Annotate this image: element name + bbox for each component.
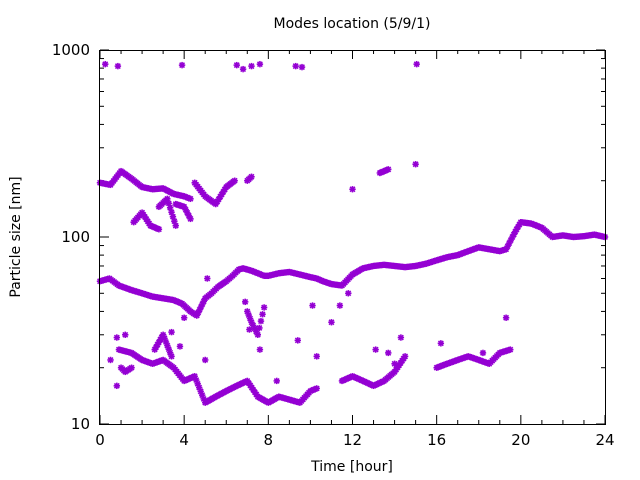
- data-point: [107, 356, 114, 364]
- data-point: [248, 173, 255, 180]
- data-point: [239, 65, 247, 73]
- data-point: [256, 324, 263, 332]
- data-point: [168, 328, 175, 336]
- data-point: [164, 195, 171, 203]
- data-point: [246, 326, 253, 333]
- data-point: [233, 61, 240, 69]
- y-axis-label: Particle size [nm]: [8, 176, 24, 297]
- y-tick-label: 1000: [52, 41, 90, 59]
- data-point: [385, 349, 392, 357]
- data-point: [113, 334, 121, 341]
- data-point: [313, 385, 320, 392]
- data-point: [397, 334, 405, 341]
- data-point: [479, 349, 487, 357]
- data-point: [241, 298, 249, 306]
- data-point: [372, 346, 379, 353]
- data-point: [292, 62, 299, 70]
- data-point: [273, 377, 280, 385]
- data-point: [202, 356, 209, 364]
- data-point: [172, 222, 179, 229]
- data-point: [298, 63, 306, 71]
- data-point: [345, 290, 352, 297]
- data-point: [180, 314, 188, 321]
- data-points: [96, 60, 609, 406]
- data-point: [204, 275, 211, 282]
- y-tick-label: 100: [61, 228, 90, 246]
- plot-frame: [99, 50, 606, 425]
- x-tick-label: 0: [95, 431, 105, 449]
- x-tick-label: 16: [427, 431, 446, 449]
- data-point: [248, 62, 255, 70]
- data-point: [309, 302, 316, 309]
- data-point: [294, 337, 301, 344]
- x-tick-label: 12: [343, 431, 362, 449]
- data-point: [168, 353, 175, 360]
- x-tick-label: 4: [179, 431, 189, 449]
- data-point: [507, 346, 514, 353]
- data-point: [178, 61, 186, 69]
- data-point: [155, 226, 163, 233]
- chart-title: Modes location (5/9/1): [274, 16, 431, 32]
- x-tick-label: 20: [511, 431, 530, 449]
- x-tick-label: 8: [264, 431, 274, 449]
- data-point: [256, 346, 264, 353]
- data-point: [391, 360, 398, 367]
- data-point: [122, 331, 129, 338]
- data-point: [231, 177, 238, 184]
- data-point: [187, 195, 194, 203]
- data-point: [260, 304, 268, 311]
- data-point: [176, 343, 184, 350]
- data-point: [349, 186, 356, 193]
- data-point: [412, 161, 419, 168]
- data-point: [413, 60, 420, 68]
- data-point: [187, 215, 194, 223]
- data-point: [502, 314, 510, 321]
- data-point: [114, 62, 122, 70]
- data-point: [336, 302, 344, 309]
- data-point: [437, 340, 445, 347]
- data-point: [254, 331, 262, 338]
- data-point: [256, 60, 264, 68]
- data-point: [401, 353, 409, 360]
- data-point: [328, 319, 335, 326]
- data-point: [259, 311, 266, 318]
- data-point: [113, 382, 121, 390]
- data-point: [102, 60, 109, 68]
- x-tick-label: 24: [595, 431, 614, 449]
- x-axis-label: Time [hour]: [310, 459, 393, 475]
- data-point: [385, 166, 392, 173]
- data-point: [257, 317, 265, 325]
- data-point: [128, 364, 135, 371]
- data-point: [191, 373, 198, 380]
- data-point: [313, 353, 320, 360]
- y-tick-label: 10: [71, 415, 90, 433]
- tick-labels: 0 4 8 12 16 20 24 10 100 1000: [52, 41, 615, 449]
